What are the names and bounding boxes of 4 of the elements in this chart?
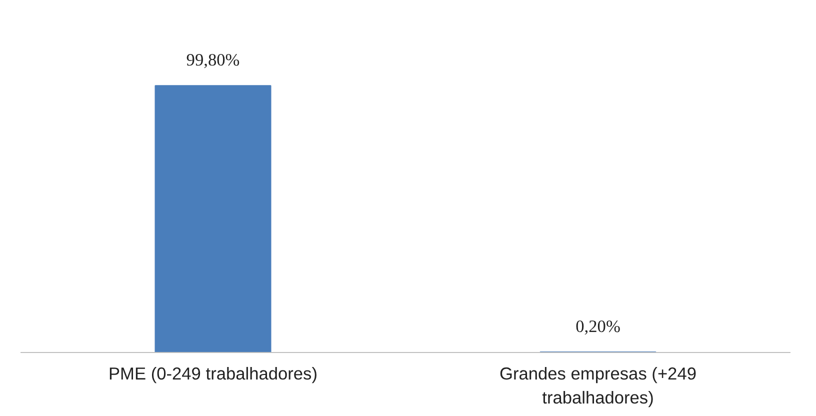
data-label: 99,80% (186, 50, 240, 70)
data-label: 0,20% (576, 316, 620, 336)
x-tick-label: PME (0-249 trabalhadores) (108, 364, 318, 384)
x-tick-label: Grandes empresas (+249 trabalhadores) (500, 364, 696, 408)
